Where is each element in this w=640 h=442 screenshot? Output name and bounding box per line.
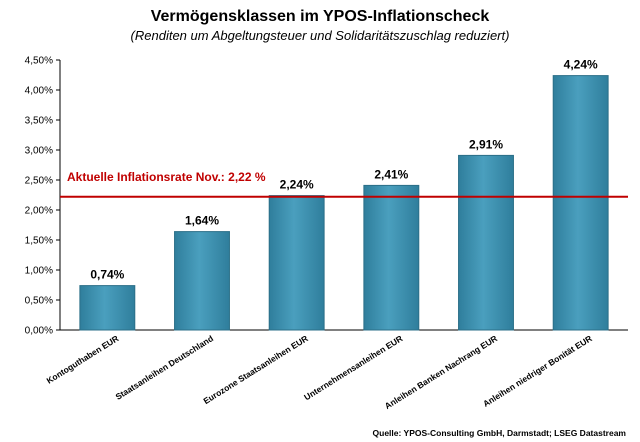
data-label: 0,74% [90, 268, 124, 282]
source-note: Quelle: YPOS-Consulting GmbH, Darmstadt;… [373, 428, 627, 438]
data-label: 1,64% [185, 214, 219, 228]
category-label: Eurozone Staatsanleihen EUR [201, 333, 309, 406]
y-tick-label: 3,50% [25, 116, 53, 127]
bar [268, 195, 325, 331]
chart-title: Vermögensklassen im YPOS-Inflationscheck [151, 8, 490, 25]
bar [458, 154, 514, 331]
chart-subtitle: (Renditen um Abgeltungsteuer und Solidar… [131, 28, 510, 43]
reference-line-group: Aktuelle Inflationsrate Nov.: 2,22 % [60, 170, 628, 198]
category-label: Staatsanleihen Deutschland [114, 333, 215, 402]
y-tick-label: 1,50% [25, 236, 53, 247]
y-tick-label: 2,00% [25, 206, 53, 217]
data-label: 4,24% [564, 58, 598, 72]
data-label: 2,91% [469, 137, 503, 151]
bar [174, 231, 230, 331]
y-tick-label: 4,00% [25, 86, 53, 97]
bars [79, 75, 609, 331]
y-tick-label: 4,50% [25, 56, 53, 67]
category-label: Kontoguthaben EUR [45, 333, 121, 386]
bar [552, 75, 609, 331]
y-tick-label: 0,50% [25, 296, 53, 307]
bar [79, 285, 136, 331]
data-labels: 0,74% 1,64% 2,24% 2,41% 2,91% 4,24% [90, 58, 598, 282]
y-ticks: 0,00% 0,50% 1,00% 1,50% 2,00% 2,50% 3,00% 3,50%… [25, 56, 60, 337]
inflation-reference-label: Aktuelle Inflationsrate Nov.: 2,22 % [67, 170, 266, 184]
data-label: 2,24% [280, 178, 314, 192]
category-label: Unternehmensanleihen EUR [302, 333, 404, 402]
y-tick-label: 2,50% [25, 176, 53, 187]
y-tick-label: 3,00% [25, 146, 53, 157]
bar [363, 184, 420, 331]
axes [59, 60, 628, 331]
y-tick-label: 0,00% [25, 326, 53, 337]
data-label: 2,41% [374, 167, 408, 181]
category-label: Anleihen niedriger Bonität EUR [481, 333, 594, 409]
y-tick-label: 1,00% [25, 266, 53, 277]
